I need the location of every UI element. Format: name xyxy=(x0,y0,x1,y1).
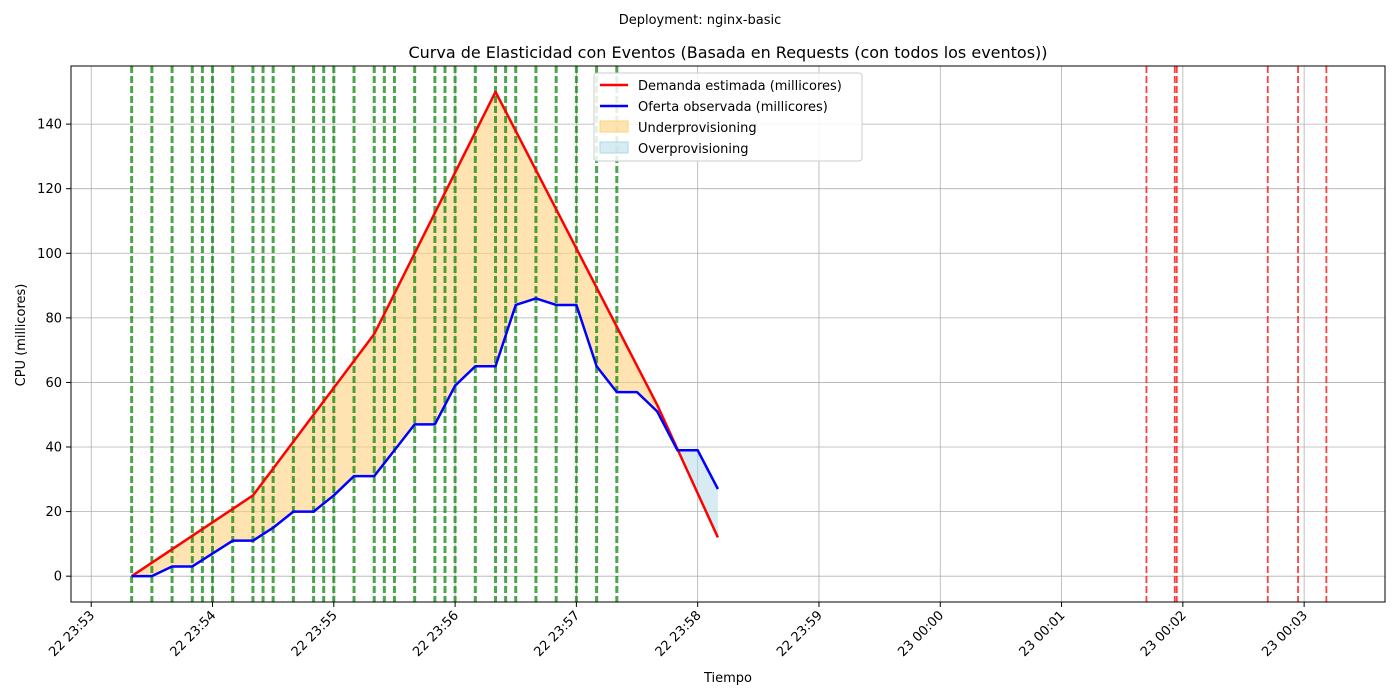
series-line-demand xyxy=(130,90,720,578)
x-tick-label: 22 23:56 xyxy=(410,608,462,660)
x-tick-label: 23 00:02 xyxy=(1138,608,1190,660)
chart-title: Curva de Elasticidad con Eventos (Basada… xyxy=(408,43,1047,62)
y-tick-label: 120 xyxy=(37,182,62,197)
x-tick-label: 22 23:59 xyxy=(774,608,826,660)
legend-box xyxy=(593,72,863,162)
x-tick-label: 22 23:55 xyxy=(289,608,341,660)
y-axis-label: CPU (millicores) xyxy=(14,284,29,387)
series-layer xyxy=(130,90,720,578)
y-tick-label: 40 xyxy=(45,441,62,456)
y-tick-label: 80 xyxy=(45,311,62,326)
y-tick-label: 100 xyxy=(37,247,62,262)
y-tick-label: 20 xyxy=(45,505,62,520)
legend-label-over: Overprovisioning xyxy=(638,142,749,157)
legend-swatch-under xyxy=(599,120,629,133)
legend-swatch-over xyxy=(599,141,629,154)
y-tick-label: 0 xyxy=(54,570,62,585)
x-tick-label: 22 23:57 xyxy=(531,608,583,660)
x-tick-label: 22 23:53 xyxy=(46,608,98,660)
grid-layer xyxy=(71,66,1385,602)
y-tick-label: 60 xyxy=(45,376,62,391)
x-tick-label: 23 00:00 xyxy=(895,608,947,660)
x-tick-label: 22 23:54 xyxy=(168,608,220,660)
x-tick-label: 23 00:01 xyxy=(1017,608,1069,660)
plot-frame xyxy=(70,65,1386,603)
legend-label-demand: Demanda estimada (millicores) xyxy=(638,79,842,94)
fill-layer xyxy=(131,91,718,577)
ticks-layer: 0 20 40 60 80 100 120 140 22 23:53 22 23:54 22 23:… xyxy=(37,118,1311,660)
series-line-supply xyxy=(131,297,719,578)
x-axis-label: Tiempo xyxy=(703,671,752,686)
x-tick-label: 22 23:58 xyxy=(653,608,705,660)
x-tick-label: 23 00:03 xyxy=(1259,608,1311,660)
legend: Demanda estimada (millicores) Oferta obs… xyxy=(593,72,863,162)
chart-suptitle: Deployment: nginx-basic xyxy=(619,13,782,28)
legend-label-under: Underprovisioning xyxy=(638,121,757,136)
legend-label-supply: Oferta observada (millicores) xyxy=(638,100,828,115)
y-tick-label: 140 xyxy=(37,118,62,133)
underprovisioning-area xyxy=(131,91,678,577)
